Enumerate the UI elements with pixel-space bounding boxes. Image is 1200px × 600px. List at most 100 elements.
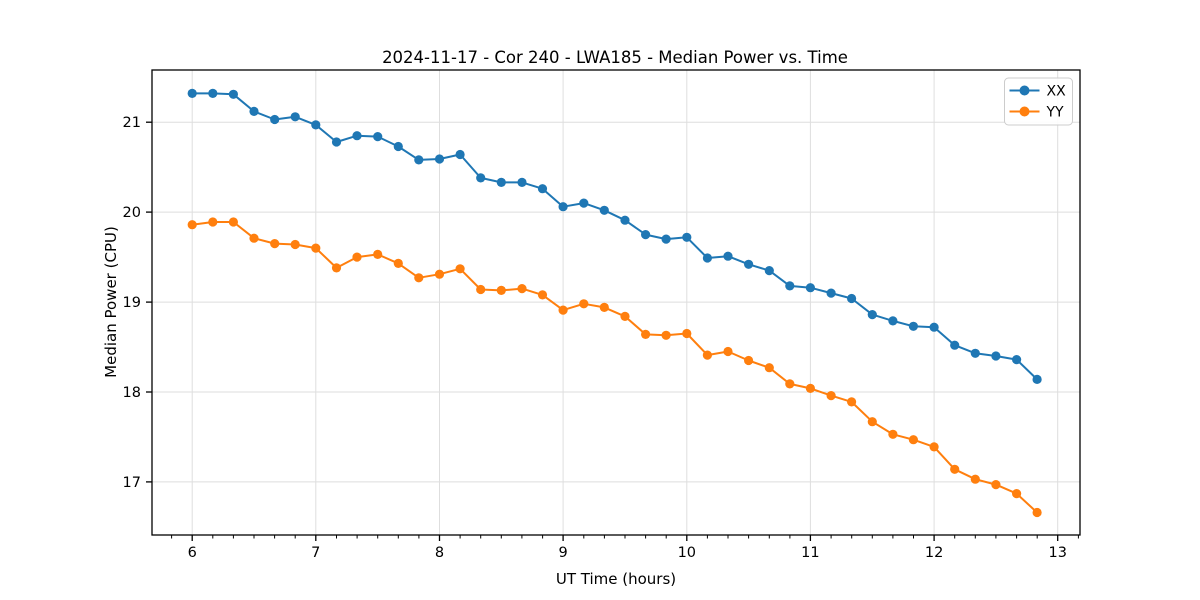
data-point: [867, 310, 877, 320]
data-point: [517, 284, 527, 294]
data-point: [847, 397, 857, 407]
data-point: [311, 120, 321, 130]
data-point: [723, 346, 733, 357]
data-series: [187, 88, 1042, 518]
series-xx: [187, 88, 1042, 384]
x-tick-label: 10: [678, 545, 696, 561]
data-point: [249, 233, 259, 243]
data-point: [558, 202, 568, 212]
data-point: [950, 340, 960, 350]
data-point: [744, 355, 754, 366]
x-tick-label: 11: [801, 545, 819, 561]
x-tick-label: 6: [188, 545, 197, 561]
data-point: [290, 112, 300, 122]
data-point: [537, 290, 548, 300]
data-point: [187, 220, 197, 230]
data-point: [373, 132, 383, 142]
y-tick-label: 18: [123, 385, 141, 401]
series-line-xx: [191, 92, 1039, 381]
y-tick-label: 21: [123, 115, 141, 131]
data-point: [249, 106, 259, 116]
data-point: [476, 284, 486, 295]
data-point: [723, 251, 733, 261]
data-point: [867, 417, 877, 427]
y-tick-label: 19: [123, 295, 141, 311]
data-point: [888, 316, 898, 326]
data-point: [434, 154, 445, 164]
data-point: [228, 89, 238, 99]
legend-label: YY: [1046, 105, 1065, 121]
data-point: [991, 351, 1001, 361]
data-point: [331, 263, 342, 273]
y-tick-label: 20: [123, 205, 141, 221]
data-point: [558, 305, 568, 315]
x-tick-label: 12: [925, 545, 943, 561]
data-point: [599, 205, 609, 215]
data-point: [620, 215, 630, 225]
data-point: [414, 273, 424, 283]
data-point: [785, 379, 795, 389]
data-point: [785, 281, 795, 291]
series-yy: [187, 217, 1042, 518]
legend-marker: [1019, 85, 1030, 96]
data-point: [311, 243, 321, 253]
data-point: [682, 328, 692, 339]
data-point: [1032, 374, 1042, 384]
x-tick-label: 7: [311, 545, 320, 561]
data-point: [599, 302, 609, 312]
data-point: [661, 330, 671, 340]
data-point: [496, 285, 506, 295]
legend-marker: [1019, 106, 1030, 117]
data-point: [970, 474, 980, 484]
data-point: [908, 435, 919, 445]
chart-title: 2024-11-17 - Cor 240 - LWA185 - Median P…: [382, 48, 848, 67]
x-tick-label: 13: [1048, 545, 1066, 561]
data-point: [661, 234, 671, 244]
data-point: [187, 88, 197, 98]
data-point: [826, 288, 836, 298]
data-point: [434, 269, 445, 279]
data-point: [579, 299, 589, 309]
legend: XX YY: [1004, 77, 1073, 126]
data-point: [517, 177, 527, 187]
data-point: [929, 442, 939, 452]
data-point: [1032, 507, 1042, 518]
data-point: [290, 239, 300, 250]
y-axis-label: Median Power (CPU): [102, 226, 120, 378]
gridlines: [152, 70, 1080, 535]
data-point: [414, 155, 424, 165]
data-point: [826, 391, 836, 401]
x-tick-label: 8: [435, 545, 444, 561]
data-point: [764, 363, 774, 373]
data-point: [331, 137, 342, 147]
legend-label: XX: [1047, 84, 1067, 100]
data-point: [847, 293, 857, 304]
data-point: [270, 114, 280, 125]
data-point: [455, 264, 465, 274]
axes: 6 7 8 9 10 11 12 13 17 18 19 20 21: [123, 69, 1081, 561]
data-point: [682, 232, 692, 242]
data-point: [496, 177, 506, 187]
data-point: [352, 131, 362, 141]
data-point: [579, 198, 589, 208]
data-point: [620, 311, 630, 321]
y-tick-label: 17: [123, 475, 141, 491]
x-tick-label: 9: [558, 545, 567, 561]
series-line-yy: [191, 221, 1039, 514]
x-axis-label: UT Time (hours): [556, 570, 676, 588]
data-point: [1012, 355, 1022, 365]
data-point: [1012, 489, 1022, 499]
data-point: [702, 350, 713, 360]
data-point: [641, 230, 651, 240]
data-point: [950, 464, 960, 474]
data-point: [805, 283, 816, 293]
data-point: [888, 429, 898, 439]
data-point: [352, 252, 362, 262]
data-point: [970, 348, 980, 358]
data-point: [641, 329, 651, 339]
data-point: [702, 253, 713, 263]
data-point: [228, 217, 238, 227]
data-point: [208, 217, 218, 227]
